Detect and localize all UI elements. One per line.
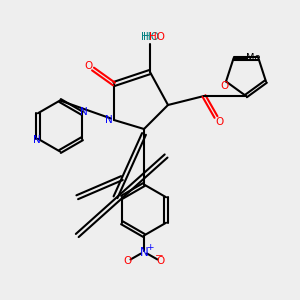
- Text: N: N: [140, 245, 148, 259]
- Text: HO: HO: [143, 32, 160, 42]
- Text: H: H: [141, 32, 148, 42]
- Text: +: +: [146, 243, 153, 252]
- Text: O: O: [123, 256, 132, 266]
- Text: O: O: [156, 256, 165, 266]
- Text: O: O: [220, 81, 229, 91]
- Text: O: O: [215, 116, 223, 127]
- Text: N: N: [105, 115, 112, 125]
- Text: HO: HO: [148, 32, 164, 42]
- Text: −: −: [155, 251, 164, 262]
- Text: N: N: [32, 135, 40, 145]
- Text: Me: Me: [246, 53, 260, 63]
- Text: O: O: [84, 61, 93, 71]
- Text: N: N: [80, 107, 88, 117]
